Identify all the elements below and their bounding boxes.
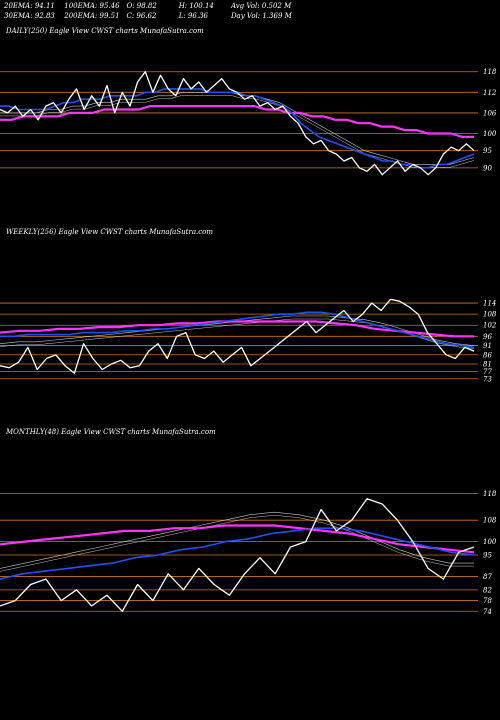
close-readout: C: 96.62 [126, 12, 157, 20]
series-line-ema-magenta [0, 104, 474, 138]
series-line-ema-blue [0, 527, 475, 580]
series-line-ema-thin [0, 511, 474, 569]
day-volume-readout: Day Vol: 1.369 M [230, 12, 292, 20]
y-tick-label: 74 [483, 608, 492, 616]
y-tick-label: 86 [483, 351, 492, 359]
y-tick-label: 106 [483, 109, 497, 117]
header-row-2: 30EMA: 92.83 200EMA: 99.51 C: 96.62 L: 9… [4, 12, 292, 20]
y-tick-label: 108 [483, 517, 497, 525]
series-line-ema-blue [0, 311, 475, 349]
y-tick-label: 102 [483, 322, 497, 330]
y-tick-label: 95 [483, 552, 492, 560]
y-tick-label: 77 [483, 368, 492, 376]
y-tick-label: 100 [483, 130, 497, 138]
daily-chart-label: DAILY(250) Eagle View CWST charts Munafa… [6, 27, 204, 35]
series-line-ema-magenta [0, 524, 475, 554]
y-tick-label: 90 [483, 164, 492, 172]
chart-panel-0: 118 112 106 100 95 90 [0, 68, 497, 176]
series-line-price [0, 498, 475, 612]
y-tick-label: 118 [483, 68, 497, 76]
chart-panel-2: 118 108 100 95 87 82 78 74 [0, 490, 497, 616]
y-tick-label: 100 [483, 538, 497, 546]
open-readout: O: 98.82 [126, 2, 157, 10]
ema30-readout: 30EMA: 92.83 [4, 12, 55, 20]
series-line-ema-thin-2 [0, 514, 474, 572]
avg-volume-readout: Avg Vol: 0.502 M [230, 2, 292, 10]
y-tick-label: 78 [483, 597, 492, 605]
series-line-ema-thin [0, 92, 475, 165]
low-readout: L: 96.36 [178, 12, 208, 20]
header-row-1: 20EMA: 94.11 100EMA: 95.46 O: 98.82 H: 1… [4, 2, 291, 10]
series-line-price [0, 71, 475, 176]
y-tick-label: 73 [483, 375, 492, 383]
high-readout: H: 100.14 [178, 2, 214, 10]
weekly-chart-label: WEEKLY(256) Eagle View CWST charts Munaf… [6, 228, 213, 236]
ema100-readout: 100EMA: 95.46 [64, 2, 120, 10]
series-line-price [0, 298, 475, 374]
y-tick-label: 81 [483, 361, 492, 369]
y-tick-label: 112 [483, 89, 497, 97]
y-tick-label: 118 [483, 490, 497, 498]
y-tick-label: 82 [483, 586, 492, 594]
y-tick-label: 87 [483, 573, 492, 581]
y-tick-label: 96 [483, 333, 492, 341]
monthly-chart-label: MONTHLY(48) Eagle View CWST charts Munaf… [6, 428, 216, 436]
y-tick-label: 108 [483, 311, 497, 319]
ema200-readout: 200EMA: 99.51 [64, 12, 120, 20]
ema20-readout: 20EMA: 94.11 [4, 2, 55, 10]
y-tick-label: 91 [483, 342, 492, 350]
y-tick-label: 95 [483, 147, 492, 155]
y-tick-label: 114 [483, 300, 496, 308]
